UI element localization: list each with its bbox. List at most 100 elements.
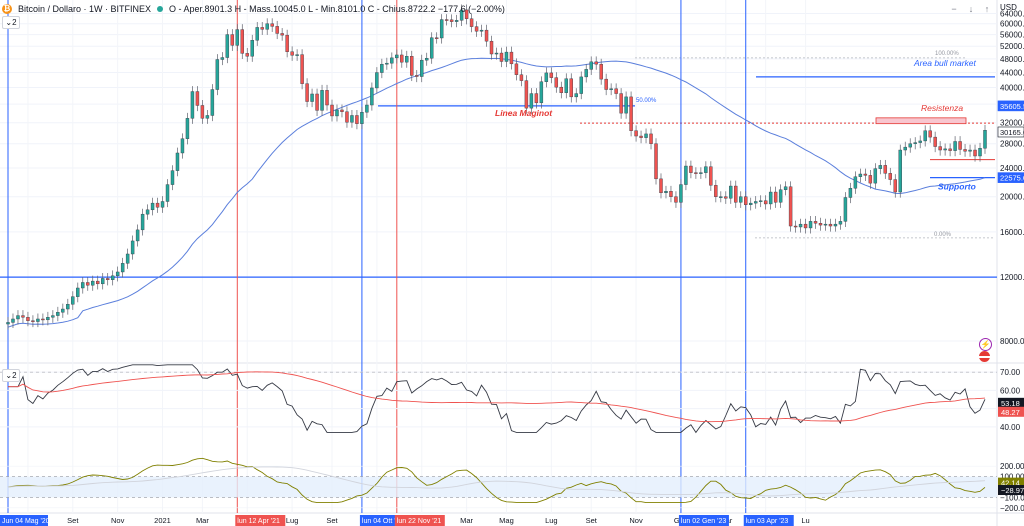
candle-body xyxy=(105,278,110,280)
rsi-line xyxy=(8,364,986,434)
candle-body xyxy=(923,130,927,142)
candle-body xyxy=(340,109,344,112)
lightning-icon[interactable]: ⚡ xyxy=(979,338,992,351)
date-marker-label: lun 04 Ott '21 xyxy=(362,518,404,525)
candle-body xyxy=(479,29,484,32)
candle-body xyxy=(529,93,534,109)
candle-body xyxy=(753,201,758,204)
main-pane-collapse-button[interactable]: ⌄2 xyxy=(2,16,20,29)
time-axis-label: 2021 xyxy=(154,516,171,525)
rsi-tick-label: 40.00 xyxy=(1000,423,1021,432)
candle-body xyxy=(444,19,449,21)
candle-body xyxy=(31,320,35,322)
candle-body xyxy=(71,296,75,305)
candle-body xyxy=(185,118,190,139)
candle-body xyxy=(943,148,947,151)
candle-body xyxy=(758,200,763,202)
candle-body xyxy=(554,77,559,88)
date-marker-label: lun 12 Apr '21 xyxy=(237,518,280,525)
candle-body xyxy=(429,37,434,59)
candle-body xyxy=(858,173,863,177)
candle-body xyxy=(674,196,678,203)
candle-body xyxy=(823,223,828,226)
candle-body xyxy=(360,112,364,124)
candle-body xyxy=(604,78,608,90)
ohlc-values: O - Aper.8901.3 H - Mass.10045.0 L - Min… xyxy=(169,4,505,14)
candle-body xyxy=(504,51,509,62)
osc-badge-label: 42.14 xyxy=(1001,479,1020,488)
candle-body xyxy=(275,26,279,34)
candle-body xyxy=(863,173,868,176)
candle-body xyxy=(599,63,603,80)
candle-body xyxy=(355,115,359,124)
currency-label[interactable]: USD xyxy=(1000,3,1017,12)
price-tick-label: 8000.00 xyxy=(1000,337,1024,346)
candle-body xyxy=(86,282,90,286)
move-pane-up-button[interactable]: ↑ xyxy=(984,4,990,14)
candle-body xyxy=(893,179,897,193)
candle-body xyxy=(928,130,932,138)
time-axis-label: Nov xyxy=(629,516,643,525)
time-axis-label: Lug xyxy=(286,516,299,525)
indicator-pane-collapse-button[interactable]: ⌄2 xyxy=(2,369,20,382)
osc-badge-label: −28.97 xyxy=(1001,486,1024,495)
candle-body xyxy=(125,253,130,264)
price-tick-label: 48000.00 xyxy=(1000,55,1024,64)
candle-body xyxy=(694,172,698,174)
candle-body xyxy=(654,143,658,180)
candle-body xyxy=(614,88,618,94)
minimize-pane-button[interactable]: − xyxy=(951,4,957,14)
candle-body xyxy=(425,57,429,61)
candle-body xyxy=(56,312,60,316)
candle-body xyxy=(315,93,319,111)
candle-body xyxy=(828,223,833,227)
candle-body xyxy=(584,69,588,78)
candle-body xyxy=(569,78,573,98)
candle-body xyxy=(310,93,314,102)
osc-band xyxy=(0,476,997,498)
candle-body xyxy=(763,200,768,205)
candle-body xyxy=(624,96,628,114)
rsi-ma-line xyxy=(8,371,986,423)
move-pane-down-button[interactable]: ↓ xyxy=(968,4,974,14)
candle-body xyxy=(978,148,982,157)
flag-icon[interactable] xyxy=(979,351,990,362)
price-tick-label: 56000.00 xyxy=(1000,31,1024,40)
price-badge-label: 22575.0 xyxy=(1000,174,1024,183)
candle-body xyxy=(170,170,175,185)
fib-top-label: 100.00% xyxy=(935,51,959,57)
candle-body xyxy=(290,51,294,56)
price-badge-label: 30165.0 xyxy=(1000,128,1024,137)
candle-body xyxy=(773,191,778,203)
candle-body xyxy=(101,278,105,285)
candle-body xyxy=(225,34,230,58)
time-axis-label: Mag xyxy=(499,516,514,525)
chart-legend: ₿ Bitcoin / Dollaro · 1W · BITFINEX O - … xyxy=(2,2,511,16)
pane-count: 2 xyxy=(12,371,17,380)
candle-body xyxy=(484,29,489,42)
candle-body xyxy=(953,141,957,151)
candle-body xyxy=(704,166,708,173)
chevron-down-icon: ⌄ xyxy=(5,18,13,27)
date-marker-badge xyxy=(394,515,445,526)
candle-body xyxy=(838,221,843,225)
symbol-title[interactable]: Bitcoin / Dollaro · 1W · BITFINEX xyxy=(18,4,152,14)
candle-body xyxy=(120,263,125,273)
time-axis-label: Set xyxy=(326,516,338,525)
price-tick-label: 52000.00 xyxy=(1000,42,1024,51)
price-tick-label: 60000.00 xyxy=(1000,20,1024,29)
candle-body xyxy=(350,115,354,123)
osc-badge xyxy=(998,477,1024,488)
candle-body xyxy=(843,197,848,222)
candle-body xyxy=(130,240,135,255)
candle-body xyxy=(509,51,514,65)
candle-body xyxy=(933,136,937,147)
time-axis-label: Nov xyxy=(111,516,125,525)
time-axis-label: Lu xyxy=(801,516,809,525)
candle-body xyxy=(544,72,549,82)
candle-body xyxy=(898,149,902,193)
candle-body xyxy=(375,72,379,89)
candle-body xyxy=(634,130,638,137)
candle-body xyxy=(410,56,414,76)
